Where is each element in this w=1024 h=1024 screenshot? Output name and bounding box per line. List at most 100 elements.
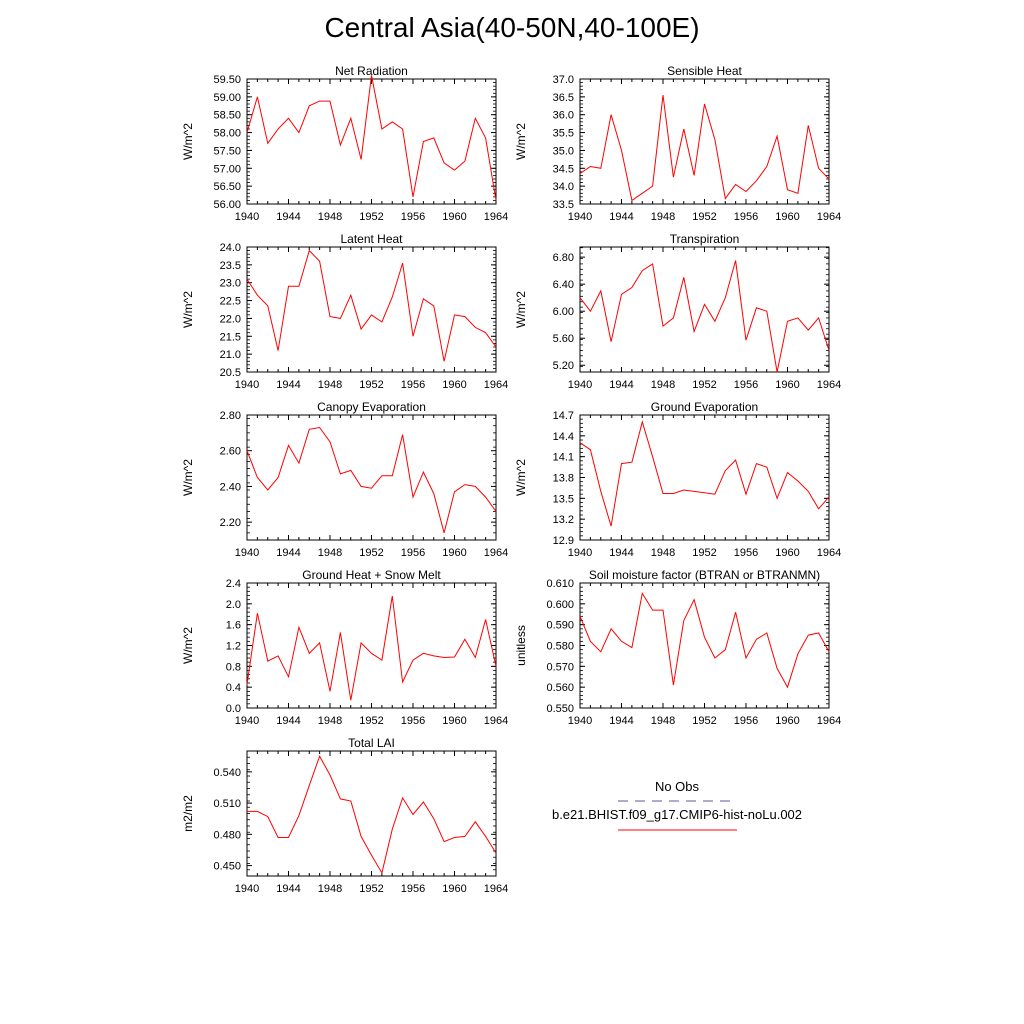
y-tick-label: 13.5 <box>553 493 574 505</box>
y-tick-label: 35.0 <box>553 145 574 157</box>
panel-latent-heat: Latent Heat W/m^2 1940 1944 1948 1952 1956 1960… <box>181 232 508 391</box>
x-tick-label: 1940 <box>235 379 259 391</box>
y-tick-label: 22.5 <box>220 296 241 308</box>
panel-title: Latent Heat <box>340 232 403 246</box>
x-tick-label: 1952 <box>359 715 383 727</box>
panel-title: Transpiration <box>670 232 740 246</box>
y-axis-label: W/m^2 <box>514 291 528 328</box>
x-tick-label: 1952 <box>692 211 716 223</box>
y-tick-label: 56.00 <box>213 199 241 211</box>
series-line-ground-evaporation <box>579 420 830 527</box>
y-tick-label: 23.5 <box>220 260 241 272</box>
x-tick-label: 1952 <box>359 379 383 391</box>
x-tick-label: 1948 <box>318 379 342 391</box>
x-tick-label: 1940 <box>235 715 259 727</box>
x-tick-label: 1952 <box>359 883 383 895</box>
plot-frame <box>246 78 497 205</box>
series-line-net-radiation <box>246 75 497 201</box>
x-tick-label: 1940 <box>235 211 259 223</box>
y-axis-label: unitless <box>514 625 528 666</box>
x-tick-label: 1964 <box>817 211 841 223</box>
y-axis-label: m2/m2 <box>181 795 195 832</box>
y-tick-label: 0.590 <box>546 620 574 632</box>
y-tick-label: 2.40 <box>220 481 241 493</box>
x-tick-label: 1944 <box>609 379 633 391</box>
x-tick-label: 1964 <box>484 715 508 727</box>
series-line-total-lai <box>247 754 497 875</box>
x-tick-label: 1964 <box>817 379 841 391</box>
x-tick-label: 1956 <box>401 715 425 727</box>
panel-title: Canopy Evaporation <box>317 400 426 414</box>
y-axis-label: W/m^2 <box>181 291 195 328</box>
y-tick-label: 34.5 <box>553 163 574 175</box>
y-tick-label: 5.20 <box>553 360 574 372</box>
series-line-ground-heat-snow-melt <box>246 595 497 701</box>
y-tick-label: 0.8 <box>226 661 241 673</box>
plot-frame <box>579 414 830 541</box>
x-tick-label: 1956 <box>401 547 425 559</box>
plot-frame <box>579 246 830 373</box>
y-tick-label: 0.450 <box>213 861 241 873</box>
series-line-transpiration <box>579 260 830 373</box>
y-tick-label: 22.0 <box>220 313 241 325</box>
y-tick-label: 0.0 <box>226 703 241 715</box>
x-tick-label: 1940 <box>568 547 592 559</box>
series-line-latent-heat <box>246 249 497 362</box>
x-tick-label: 1964 <box>817 547 841 559</box>
y-tick-label: 2.20 <box>220 517 241 529</box>
y-tick-label: 2.0 <box>226 599 241 611</box>
y-tick-label: 13.2 <box>553 514 574 526</box>
x-tick-label: 1960 <box>775 379 799 391</box>
x-tick-label: 1948 <box>318 715 342 727</box>
y-tick-label: 21.5 <box>220 331 241 343</box>
x-tick-label: 1952 <box>692 715 716 727</box>
y-tick-label: 0.610 <box>546 578 574 590</box>
y-axis-label: W/m^2 <box>181 459 195 496</box>
x-tick-label: 1940 <box>235 883 259 895</box>
x-tick-label: 1952 <box>359 211 383 223</box>
y-tick-label: 0.550 <box>546 703 574 715</box>
y-tick-label: 0.540 <box>213 767 241 779</box>
x-tick-label: 1948 <box>651 379 675 391</box>
panel-net-radiation: Net Radiation W/m^2 1940 1944 1948 1952 1956 19… <box>181 64 508 223</box>
series-line-canopy-evaporation <box>246 426 497 534</box>
x-tick-label: 1944 <box>276 715 300 727</box>
y-axis-label: W/m^2 <box>181 123 195 160</box>
y-axis-label: W/m^2 <box>514 123 528 160</box>
y-tick-label: 0.600 <box>546 599 574 611</box>
panel-title: Sensible Heat <box>667 64 742 78</box>
y-tick-label: 2.60 <box>220 446 241 458</box>
y-tick-label: 13.8 <box>553 473 574 485</box>
y-tick-label: 5.60 <box>553 333 574 345</box>
x-tick-label: 1944 <box>609 211 633 223</box>
y-tick-label: 59.00 <box>213 92 241 104</box>
y-tick-label: 33.5 <box>553 199 574 211</box>
legend: No Obs b.e21.BHIST.f09_g17.CMIP6-hist-no… <box>552 779 802 831</box>
x-tick-label: 1960 <box>442 715 466 727</box>
x-tick-label: 1952 <box>692 547 716 559</box>
x-tick-label: 1948 <box>318 211 342 223</box>
x-tick-label: 1960 <box>442 883 466 895</box>
x-tick-label: 1964 <box>484 379 508 391</box>
y-tick-label: 0.4 <box>226 682 241 694</box>
x-tick-label: 1964 <box>484 547 508 559</box>
y-tick-label: 59.50 <box>213 74 241 86</box>
y-tick-label: 24.0 <box>220 242 241 254</box>
plot-frame <box>579 582 830 709</box>
panel-transpiration: Transpiration W/m^2 1940 1944 1948 1952 1956 19… <box>514 232 841 391</box>
x-tick-label: 1964 <box>817 715 841 727</box>
y-tick-label: 0.480 <box>213 829 241 841</box>
x-tick-label: 1948 <box>651 547 675 559</box>
y-axis-label: W/m^2 <box>514 459 528 496</box>
plot-frame <box>579 78 830 205</box>
x-tick-label: 1948 <box>651 715 675 727</box>
panel-ground-heat-snow-melt: Ground Heat + Snow Melt W/m^2 1940 1944 1948… <box>181 568 508 727</box>
y-tick-label: 57.50 <box>213 145 241 157</box>
x-tick-label: 1964 <box>484 211 508 223</box>
y-tick-label: 1.6 <box>226 620 241 632</box>
x-tick-label: 1944 <box>609 715 633 727</box>
x-tick-label: 1948 <box>318 883 342 895</box>
x-tick-label: 1944 <box>609 547 633 559</box>
panel-title: Ground Heat + Snow Melt <box>302 568 441 582</box>
